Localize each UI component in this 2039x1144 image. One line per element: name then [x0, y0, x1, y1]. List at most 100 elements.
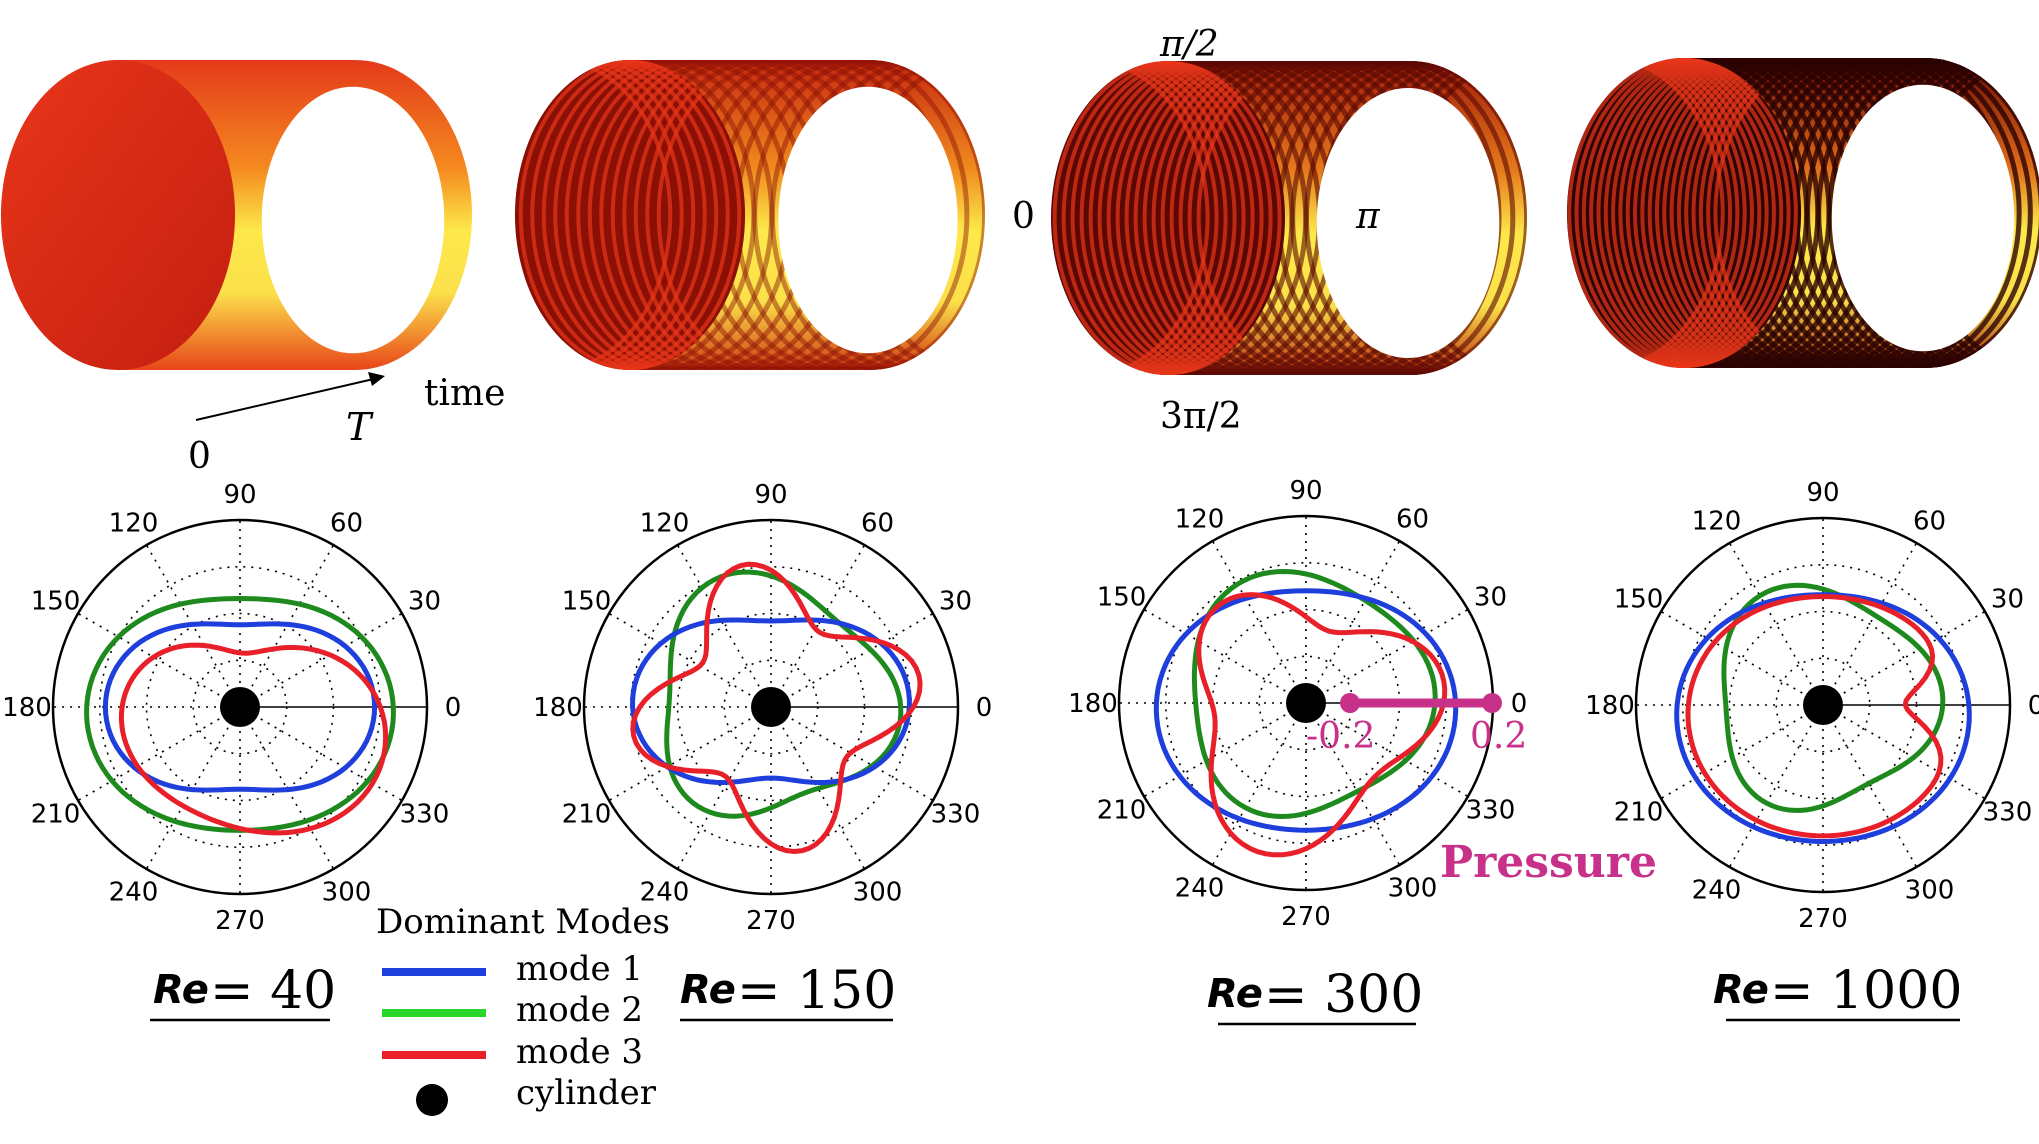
polar-tick-label: 30 — [1991, 585, 2024, 615]
time-label: time — [424, 373, 505, 414]
polar-tick-label: 270 — [746, 906, 796, 936]
polar-tick-label: 0 — [445, 693, 462, 723]
polar-tick-label: 270 — [1281, 902, 1331, 932]
mode-1-curve — [102, 621, 378, 793]
time-end-label: T — [346, 405, 374, 449]
mode-2-curve — [664, 569, 904, 819]
re-label-3: Re = 300 — [1207, 965, 1423, 1026]
polar-tick-label: 30 — [939, 587, 972, 617]
cylinder-hole — [261, 86, 445, 354]
polar-tick-label: 0 — [976, 693, 993, 723]
legend-label-mode-3: mode 3 — [516, 1032, 643, 1072]
polar-tick-label: 240 — [1692, 875, 1742, 905]
polar-tick-label: 60 — [861, 509, 894, 539]
polar-tick-label: 90 — [754, 480, 787, 510]
polar-tick-label: 0 — [1511, 689, 1528, 719]
angle-label-pi-over-2: π/2 — [1159, 24, 1219, 65]
mode-2-curve — [1721, 582, 1946, 813]
polar-tick-label: 240 — [109, 877, 159, 907]
re-value: = 1000 — [1770, 961, 1962, 1021]
polar-tick-label: 120 — [109, 509, 159, 539]
polar-tick-label: 210 — [1097, 796, 1147, 826]
polar-tick-label: 330 — [1466, 796, 1516, 826]
mode-2-curve — [84, 595, 396, 833]
legend-label-mode-2: mode 2 — [516, 990, 643, 1030]
polar-tick-label: 210 — [31, 800, 81, 830]
polar-tick-label: 150 — [31, 587, 81, 617]
polar-tick-label: 150 — [1614, 585, 1664, 615]
cylinder-dot — [1803, 685, 1843, 725]
cylinder-dot — [220, 687, 260, 727]
polar-tick-label: 240 — [640, 877, 690, 907]
polar-tick-label: 0 — [2028, 691, 2039, 721]
polar-tick-label: 120 — [1692, 507, 1742, 537]
cylinder-2 — [514, 59, 985, 371]
polar-tick-label: 120 — [640, 509, 690, 539]
angle-label-0: 0 — [1012, 196, 1035, 237]
polar-tick-label: 30 — [408, 587, 441, 617]
polar-tick-label: 330 — [1983, 798, 2033, 828]
time-start-label: 0 — [188, 436, 211, 477]
re-value: = 40 — [210, 961, 336, 1021]
polar-tick-label: 90 — [223, 480, 256, 510]
cylinder-dot — [1286, 683, 1326, 723]
time-arrow-head — [368, 372, 385, 386]
legend: Dominant Modes mode 1 mode 2 mode 3 cyli… — [376, 902, 670, 1116]
polar-tick-label: 90 — [1806, 478, 1839, 508]
polar-tick-label: 330 — [400, 800, 450, 830]
polar-tick-label: 180 — [1585, 691, 1635, 721]
cylinder-1 — [0, 59, 472, 371]
polar-tick-label: 300 — [1388, 873, 1438, 903]
polar-tick-label: 180 — [533, 693, 583, 723]
mode-3-curve — [118, 642, 389, 836]
re-symbol: Re — [680, 967, 736, 1013]
cylinder-row — [0, 57, 2039, 375]
re-label-4: Re = 1000 — [1713, 961, 1962, 1022]
legend-label-cylinder: cylinder — [516, 1073, 657, 1113]
pressure-scale-dot-min — [1340, 693, 1360, 713]
legend-swatch-cylinder — [416, 1084, 448, 1116]
legend-title: Dominant Modes — [376, 902, 670, 942]
polar-tick-label: 300 — [853, 877, 903, 907]
polar-row: 9060300330300270240210180150120906030033… — [2, 476, 2039, 936]
polar-tick-label: 60 — [330, 509, 363, 539]
re-symbol: Re — [153, 967, 209, 1013]
mode-1-curve — [1674, 592, 1972, 845]
angle-label-3pi-over-2: 3π/2 — [1160, 396, 1242, 437]
time-arrow — [195, 377, 379, 421]
cylinder-hole — [778, 86, 958, 354]
mode-1-curve — [630, 617, 912, 786]
mode-3-curve — [1196, 592, 1448, 858]
pressure-label: Pressure — [1440, 837, 1657, 888]
polar-tick-label: 90 — [1289, 476, 1322, 506]
mode-1-curve — [1153, 588, 1459, 833]
polar-tick-label: 270 — [1798, 904, 1848, 934]
polar-tick-label: 330 — [931, 800, 981, 830]
mode-3-curve — [1685, 593, 1944, 839]
cylinder-hole — [1316, 87, 1500, 359]
re-label-1: Re = 40 — [150, 961, 336, 1022]
polar-tick-label: 210 — [562, 800, 612, 830]
cylinder-3 — [1051, 61, 1527, 375]
re-symbol: Re — [1207, 971, 1263, 1017]
re-value: = 150 — [737, 961, 896, 1021]
polar-tick-label: 60 — [1913, 507, 1946, 537]
cylinder-hole — [1831, 84, 2015, 352]
cylinder-front-face — [514, 59, 746, 371]
cylinder-front-face — [0, 59, 236, 371]
polar-tick-label: 30 — [1474, 583, 1507, 613]
polar-tick-label: 120 — [1175, 505, 1225, 535]
polar-tick-label: 210 — [1614, 798, 1664, 828]
polar-tick-label: 150 — [1097, 583, 1147, 613]
mode-3-curve — [630, 561, 923, 855]
cylinder-dot — [751, 687, 791, 727]
polar-tick-label: 180 — [2, 693, 52, 723]
cylinder-4 — [1566, 57, 2039, 369]
polar-tick-label: 60 — [1396, 505, 1429, 535]
polar-tick-label: 270 — [215, 906, 265, 936]
polar-tick-label: 180 — [1068, 689, 1118, 719]
